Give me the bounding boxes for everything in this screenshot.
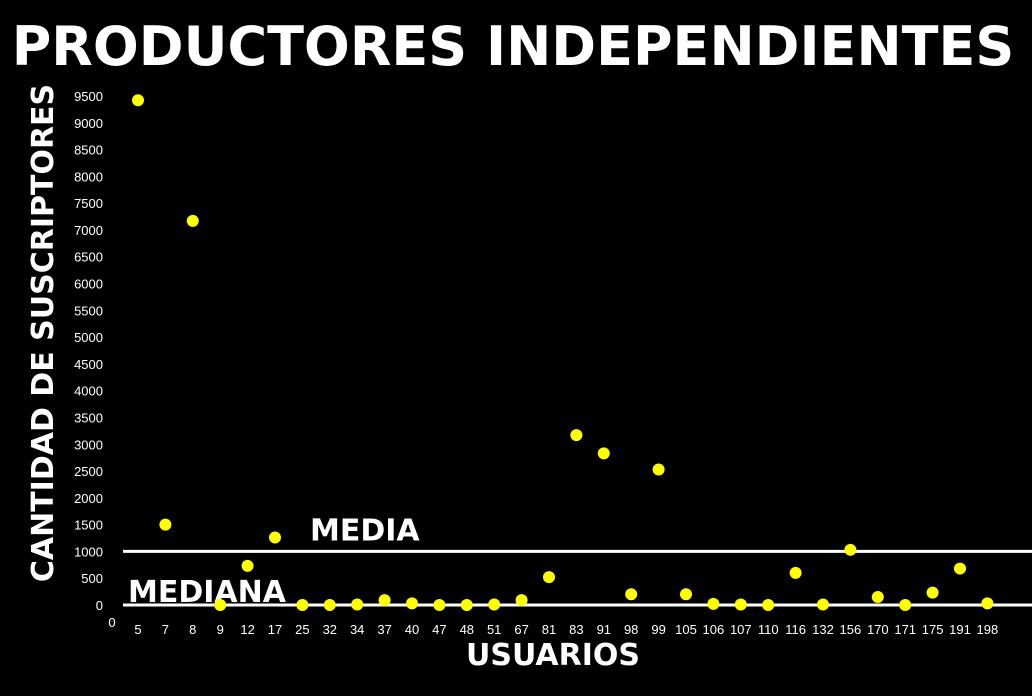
x-tick-label: 171 [894,622,916,637]
y-axis-ticks: 0 500 1000 1500 2000 2500 3000 3500 4000 4500 5000… [74,89,103,613]
x-tick-label: 5 [134,622,141,637]
y-tick-label: 5500 [74,303,103,318]
data-point [954,562,966,575]
y-tick-label: 6500 [74,250,103,265]
data-point [762,599,775,611]
data-point [652,463,665,476]
data-point [488,598,501,611]
x-tick-label: 106 [703,622,725,637]
y-tick-label: 9000 [74,116,103,131]
x-tick-label: 81 [542,622,556,637]
x-tick-label: 51 [487,622,501,637]
y-tick-label: 8500 [74,143,103,158]
x-tick-label: 17 [268,622,282,637]
x-tick-label: 48 [460,622,474,637]
x-tick-label: 116 [785,622,806,637]
y-tick-label: 7500 [74,196,103,211]
x-tick-label: 34 [350,622,364,637]
data-point [269,531,281,544]
data-point [296,599,309,611]
data-point [460,599,473,611]
x-tick-label: 25 [295,622,309,637]
y-tick-label: 500 [81,571,103,586]
y-tick-label: 4500 [74,357,103,372]
x-tick-label: 91 [597,622,611,637]
x-tick-label: 132 [812,622,834,637]
data-point [543,571,555,584]
chart-title: PRODUCTORES INDEPENDIENTES [12,15,1015,78]
data-point [241,559,254,572]
x-tick-label: 83 [569,622,583,637]
data-point [159,518,172,531]
data-point [351,598,364,611]
y-tick-label: 1500 [74,518,103,533]
data-point [214,599,227,611]
reference-label-mediana: MEDIANA [128,575,287,610]
data-point [871,590,884,603]
y-tick-label: 8000 [74,169,103,184]
x-tick-label: 198 [977,622,999,637]
x-tick-label: 37 [377,622,391,637]
x-axis-ticks: 5 7 8 9 12 17 25 32 34 37 40 47 48 51 67 81 83 91 98 99 105 1… [134,622,998,637]
reference-lines: MEDIA MEDIANA [123,513,1032,610]
x-tick-label: 99 [651,622,665,637]
data-point [844,543,857,556]
x-tick-label: 156 [840,622,862,637]
data-point [570,429,583,442]
x-tick-label: 67 [514,622,528,637]
y-tick-label: 7000 [74,223,103,238]
x-tick-label: 110 [758,622,779,637]
y-tick-label: 2000 [74,491,103,506]
data-point [899,599,912,611]
data-point [186,214,199,227]
x-axis-label: USUARIOS [466,638,640,673]
y-tick-label: 3000 [74,437,103,452]
data-point [789,566,802,579]
data-point [707,597,720,610]
y-tick-label: 5000 [74,330,103,345]
data-point [926,586,939,599]
x-tick-label: 9 [217,622,224,637]
data-point [378,594,391,607]
data-point [817,598,829,611]
x-tick-label: 47 [432,622,446,637]
y-tick-label: 2500 [74,464,103,479]
data-point [981,597,994,610]
data-point [734,598,747,611]
y-tick-label: 4000 [74,384,103,399]
x-tick-label: 170 [867,622,889,637]
x-tick-label: 98 [624,622,638,637]
data-point [680,588,692,601]
x-tick-label: 8 [189,622,196,637]
data-point [433,599,446,611]
y-axis-label: CANTIDAD DE SUSCRIPTORES [26,84,61,582]
x-tick-label: 105 [675,622,697,637]
y-tick-label: 6000 [74,277,103,292]
data-point [132,94,144,107]
data-point [597,447,610,460]
y-tick-label: 9500 [74,89,103,104]
data-point [323,599,336,611]
x-origin-label: 0 [108,615,115,630]
x-tick-label: 191 [949,622,971,637]
y-tick-label: 3500 [74,410,103,425]
y-tick-label: 0 [96,598,103,613]
x-tick-label: 7 [162,622,169,637]
data-point [515,594,528,607]
reference-label-media: MEDIA [310,513,420,548]
x-tick-label: 175 [922,622,944,637]
x-tick-label: 12 [240,622,254,637]
data-point [625,588,638,601]
x-tick-label: 107 [730,622,752,637]
y-tick-label: 1000 [74,544,103,559]
x-tick-label: 32 [323,622,337,637]
data-points [132,94,994,611]
x-tick-label: 40 [405,622,419,637]
data-point [406,597,418,610]
